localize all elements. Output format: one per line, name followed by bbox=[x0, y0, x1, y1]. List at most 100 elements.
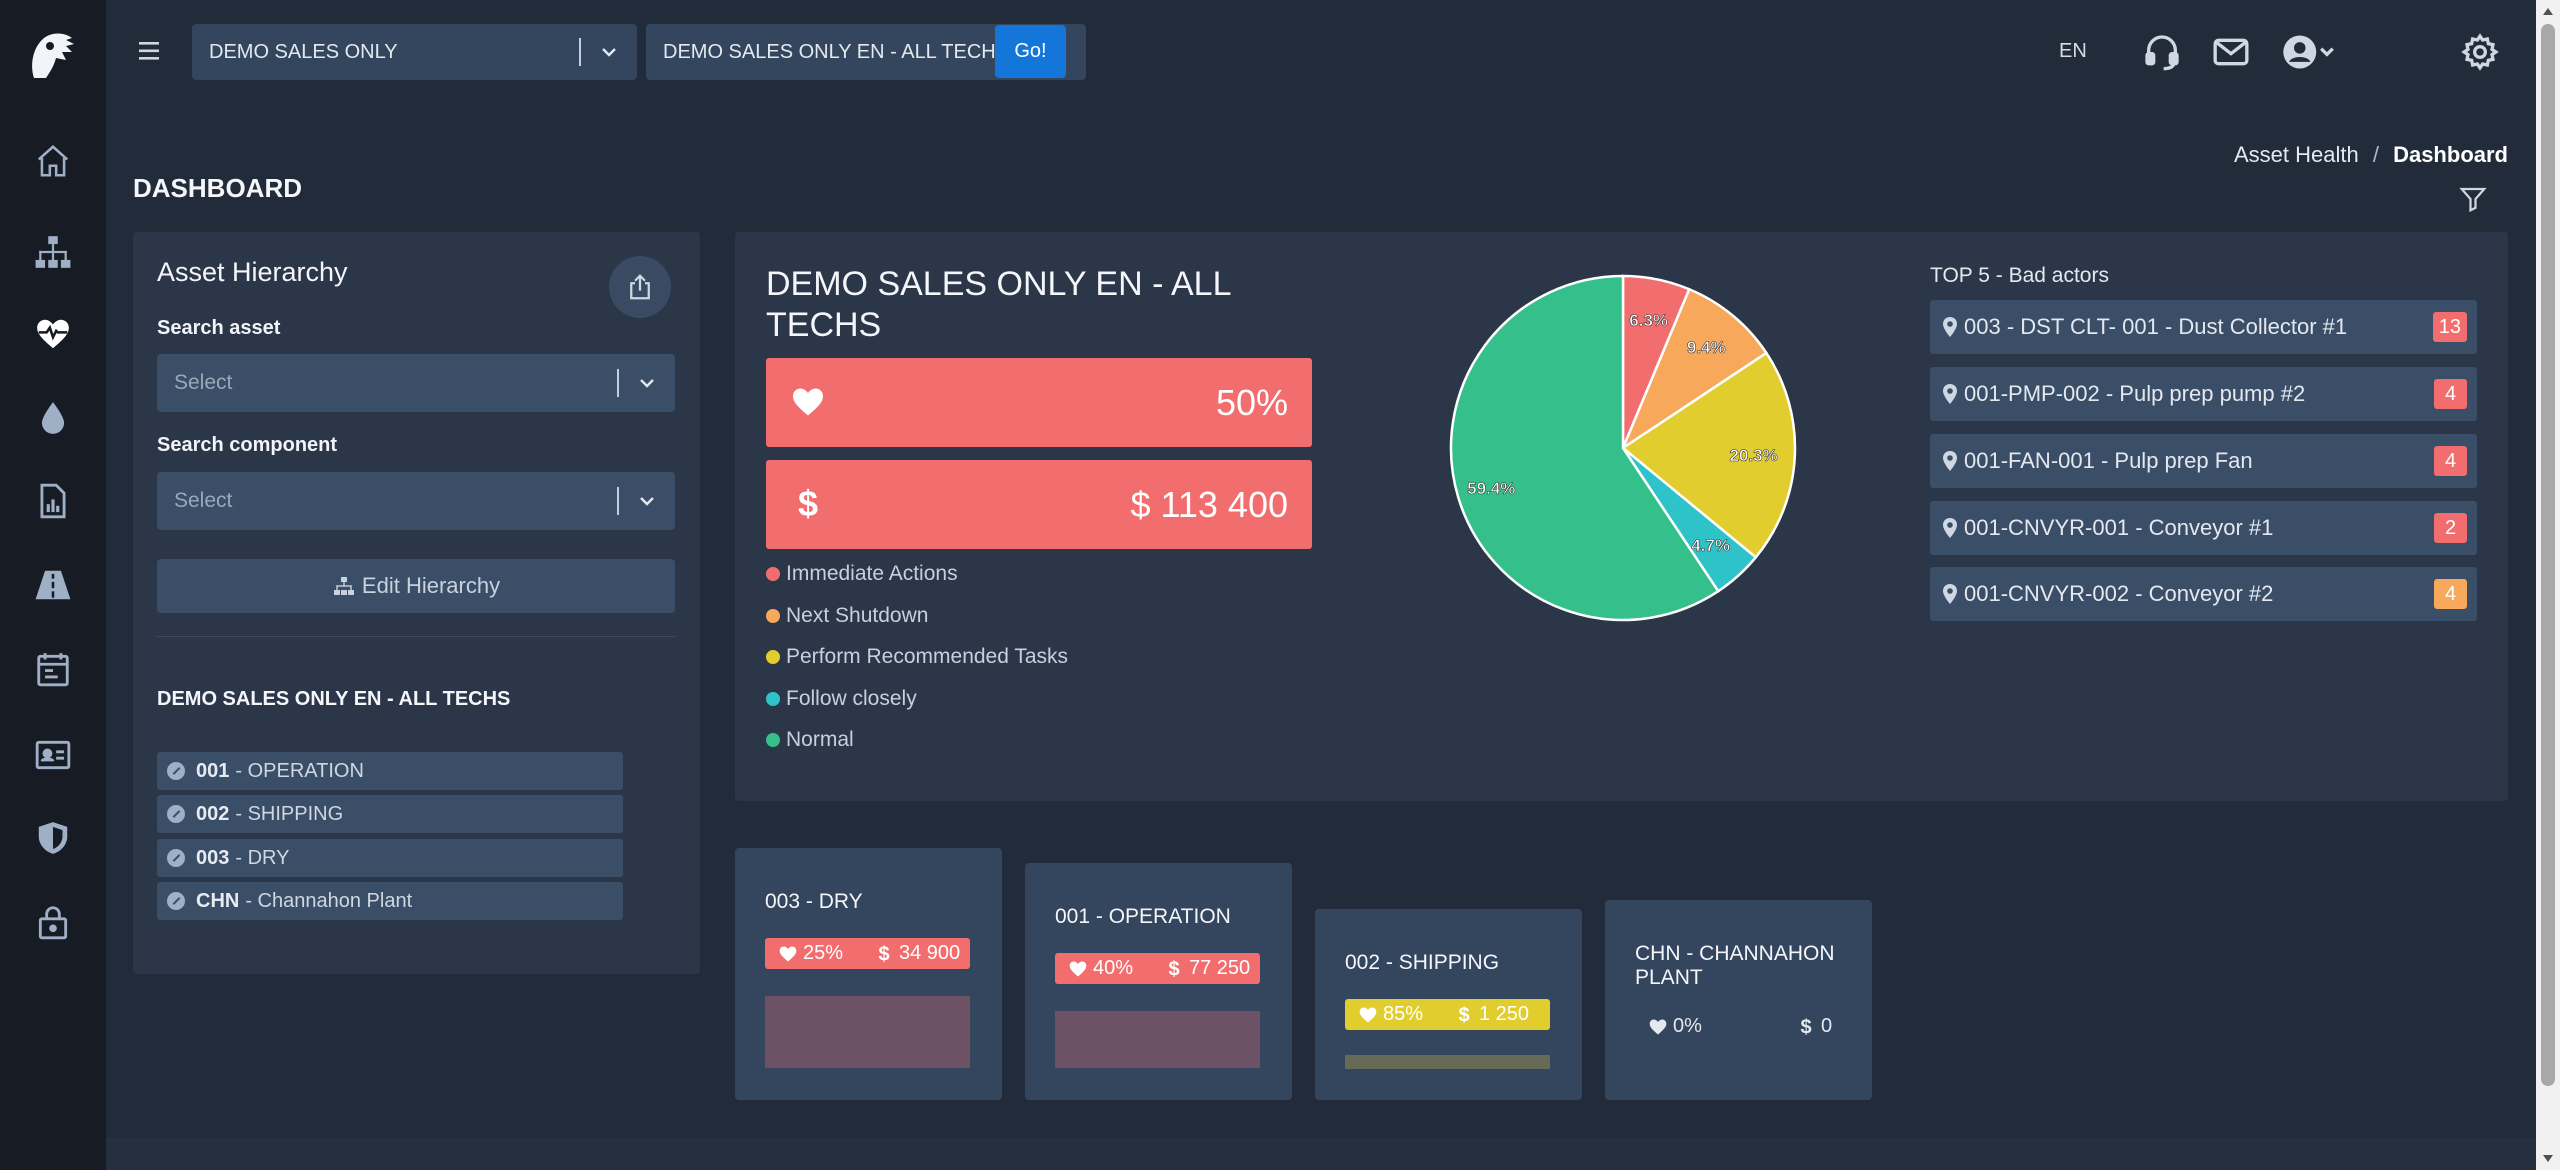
dollar-icon: $ bbox=[798, 486, 818, 522]
tree-item-name: - Channahon Plant bbox=[245, 889, 413, 912]
legend-item[interactable]: Next Shutdown bbox=[766, 604, 928, 628]
area-card-health: 25% bbox=[803, 942, 844, 964]
nav-home[interactable] bbox=[0, 133, 106, 189]
bad-actor-label: 001-CNVYR-002 - Conveyor #2 bbox=[1964, 581, 2274, 606]
bad-actor-item[interactable]: 001-PMP-002 - Pulp prep pump #2 4 bbox=[1930, 367, 2477, 421]
gear-icon[interactable] bbox=[2460, 32, 2500, 72]
select-divider bbox=[579, 38, 581, 66]
svg-text:$: $ bbox=[798, 486, 818, 522]
bad-actor-item[interactable]: 001-FAN-001 - Pulp prep Fan 4 bbox=[1930, 434, 2477, 488]
page-title: DASHBOARD bbox=[133, 173, 302, 203]
nav-asset-health[interactable] bbox=[0, 306, 106, 362]
select-divider bbox=[617, 487, 619, 515]
shield-icon bbox=[38, 822, 68, 854]
legend-item[interactable]: Follow closely bbox=[766, 687, 917, 711]
bad-actor-count: 4 bbox=[2434, 379, 2467, 409]
nav-contacts[interactable] bbox=[0, 727, 106, 783]
lock-icon bbox=[38, 906, 68, 940]
area-card-cost: 77 250 bbox=[1189, 957, 1251, 979]
area-card-chart bbox=[1345, 1055, 1550, 1069]
legend-dot bbox=[766, 733, 780, 747]
area-card-title: CHN - CHANNAHON PLANT bbox=[1635, 942, 1835, 989]
vertical-scrollbar[interactable] bbox=[2536, 0, 2560, 1170]
legend-item[interactable]: Immediate Actions bbox=[766, 562, 958, 586]
logo-icon[interactable] bbox=[26, 26, 78, 82]
search-component-select[interactable]: Select bbox=[157, 472, 675, 530]
filter-icon[interactable] bbox=[2456, 184, 2490, 214]
share-button[interactable] bbox=[609, 256, 671, 318]
svg-text:$: $ bbox=[1458, 1005, 1469, 1025]
area-card-stats: 40% $77 250 bbox=[1055, 953, 1260, 984]
nav-security[interactable] bbox=[0, 810, 106, 866]
nav-lubrication[interactable] bbox=[0, 390, 106, 446]
tech-select-value: DEMO SALES ONLY EN - ALL TECHS bbox=[663, 40, 1010, 63]
bad-actor-label: 001-CNVYR-001 - Conveyor #1 bbox=[1964, 515, 2274, 540]
scroll-down-arrow[interactable] bbox=[2543, 1155, 2553, 1162]
site-select[interactable]: DEMO SALES ONLY bbox=[192, 24, 637, 80]
pie-slice-2[interactable] bbox=[1620, 351, 1797, 560]
edit-hierarchy-button[interactable]: Edit Hierarchy bbox=[157, 559, 675, 613]
bad-actor-count: 2 bbox=[2434, 513, 2467, 543]
area-card[interactable]: 003 - DRY 25% $34 900 bbox=[735, 848, 1002, 1100]
tree-item[interactable]: 001 - OPERATION bbox=[157, 752, 623, 790]
nav-routes[interactable] bbox=[0, 557, 106, 613]
area-card-cost: 0 bbox=[1821, 1015, 1833, 1037]
bad-actor-label: 001-FAN-001 - Pulp prep Fan bbox=[1964, 448, 2253, 473]
tree-item[interactable]: CHN - Channahon Plant bbox=[157, 882, 623, 920]
site-select-value: DEMO SALES ONLY bbox=[209, 40, 398, 63]
pie-slice-4[interactable] bbox=[1449, 274, 1720, 622]
summary-panel: DEMO SALES ONLY EN - ALL TECHS 50% $ $ 1… bbox=[735, 232, 2508, 801]
scroll-thumb[interactable] bbox=[2541, 24, 2555, 1086]
area-card-cost: 34 900 bbox=[899, 942, 961, 964]
map-marker-icon bbox=[1943, 384, 1957, 404]
id-card-icon bbox=[35, 740, 71, 770]
tree-item[interactable]: 002 - SHIPPING bbox=[157, 795, 623, 833]
mail-icon[interactable] bbox=[2211, 32, 2251, 72]
area-card-health-stat: 0% bbox=[1647, 1015, 1702, 1038]
search-asset-select[interactable]: Select bbox=[157, 354, 675, 412]
map-marker-icon bbox=[1943, 451, 1957, 471]
legend-item[interactable]: Normal bbox=[766, 728, 854, 752]
legend-item[interactable]: Perform Recommended Tasks bbox=[766, 645, 1068, 669]
nav-hierarchy[interactable] bbox=[0, 224, 106, 280]
bad-actor-item[interactable]: 001-CNVYR-001 - Conveyor #1 2 bbox=[1930, 501, 2477, 555]
nav-calendar[interactable] bbox=[0, 641, 106, 697]
language-selector[interactable]: EN bbox=[2059, 40, 2087, 62]
tree-item[interactable]: 003 - DRY bbox=[157, 839, 623, 877]
pie-slice-1[interactable] bbox=[1620, 287, 1769, 452]
legend-label: Follow closely bbox=[786, 687, 917, 710]
user-icon[interactable] bbox=[2280, 32, 2336, 72]
search-component-placeholder: Select bbox=[174, 489, 233, 512]
go-button[interactable]: Go! bbox=[995, 25, 1066, 78]
heart-icon bbox=[1649, 1019, 1667, 1034]
drop-icon bbox=[41, 402, 65, 434]
tree-item-code: 001 bbox=[196, 759, 230, 782]
bad-actor-count: 13 bbox=[2432, 312, 2467, 342]
footer-strip bbox=[106, 1138, 2536, 1170]
area-card[interactable]: 002 - SHIPPING 85% $1 250 bbox=[1315, 909, 1582, 1100]
area-card-cost-stat: $ 0 bbox=[1795, 1015, 1832, 1038]
area-card[interactable]: CHN - CHANNAHON PLANT 0% $ 0 bbox=[1605, 900, 1872, 1100]
breadcrumb-asset-health[interactable]: Asset Health bbox=[2233, 142, 2359, 167]
nav-lock[interactable] bbox=[0, 894, 106, 950]
dollar-icon: $ bbox=[878, 944, 889, 964]
tree-item-name: - SHIPPING bbox=[235, 802, 344, 825]
scroll-up-arrow[interactable] bbox=[2543, 8, 2553, 15]
share-icon bbox=[630, 274, 650, 300]
tree-item-name: - DRY bbox=[235, 846, 290, 869]
menu-icon[interactable] bbox=[132, 36, 166, 66]
search-asset-label: Search asset bbox=[157, 317, 281, 339]
map-marker-icon bbox=[1943, 584, 1957, 604]
legend-dot bbox=[766, 650, 780, 664]
hierarchy-icon bbox=[35, 236, 71, 268]
area-card-title: 003 - DRY bbox=[765, 890, 863, 913]
heart-icon bbox=[1069, 961, 1087, 976]
bad-actor-item[interactable]: 003 - DST CLT- 001 - Dust Collector #1 1… bbox=[1930, 300, 2477, 354]
tree-item-code: CHN bbox=[196, 889, 240, 912]
nav-reports[interactable] bbox=[0, 473, 106, 529]
area-card[interactable]: 001 - OPERATION 40% $77 250 bbox=[1025, 863, 1292, 1100]
pie-label-3: 4.7% bbox=[1691, 536, 1730, 555]
chevron-down-icon bbox=[640, 379, 654, 388]
bad-actor-item[interactable]: 001-CNVYR-002 - Conveyor #2 4 bbox=[1930, 567, 2477, 621]
headset-icon[interactable] bbox=[2142, 32, 2182, 72]
